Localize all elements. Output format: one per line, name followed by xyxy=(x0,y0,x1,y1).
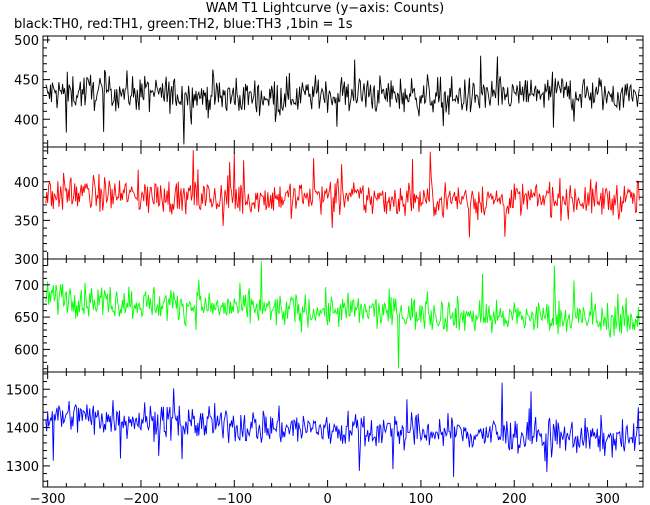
y-tick-label: 600 xyxy=(14,343,39,358)
y-tick-label: 1300 xyxy=(6,460,39,475)
series-line-TH1 xyxy=(45,150,640,238)
series-line-TH0 xyxy=(45,55,640,145)
y-tick-label: 450 xyxy=(14,74,39,89)
y-tick-label: 400 xyxy=(14,176,39,191)
y-tick-label: 350 xyxy=(14,214,39,229)
x-tick-label: −300 xyxy=(30,492,66,505)
y-tick-label: 650 xyxy=(14,311,39,326)
y-tick-label: 700 xyxy=(14,279,39,294)
series-line-TH2 xyxy=(45,261,640,369)
x-tick-label: 0 xyxy=(323,492,331,505)
x-tick-label: 100 xyxy=(409,492,434,505)
y-tick-label: 500 xyxy=(14,34,39,49)
panel-frame-TH3 xyxy=(42,371,644,488)
x-tick-label: 200 xyxy=(502,492,527,505)
y-tick-label: 300 xyxy=(14,253,39,268)
chart-subtitle: black:TH0, red:TH1, green:TH2, blue:TH3 … xyxy=(14,17,353,32)
y-tick-label: 1400 xyxy=(6,422,39,437)
y-tick-label: 400 xyxy=(14,113,39,128)
y-tick-label: 1500 xyxy=(6,383,39,398)
x-tick-label: −100 xyxy=(216,492,252,505)
x-tick-label: −200 xyxy=(123,492,159,505)
chart-title: WAM T1 Lightcurve (y−axis: Counts) xyxy=(205,1,445,16)
x-tick-label: 300 xyxy=(595,492,620,505)
series-line-TH3 xyxy=(45,382,640,477)
panel-frame-TH1 xyxy=(42,146,644,260)
